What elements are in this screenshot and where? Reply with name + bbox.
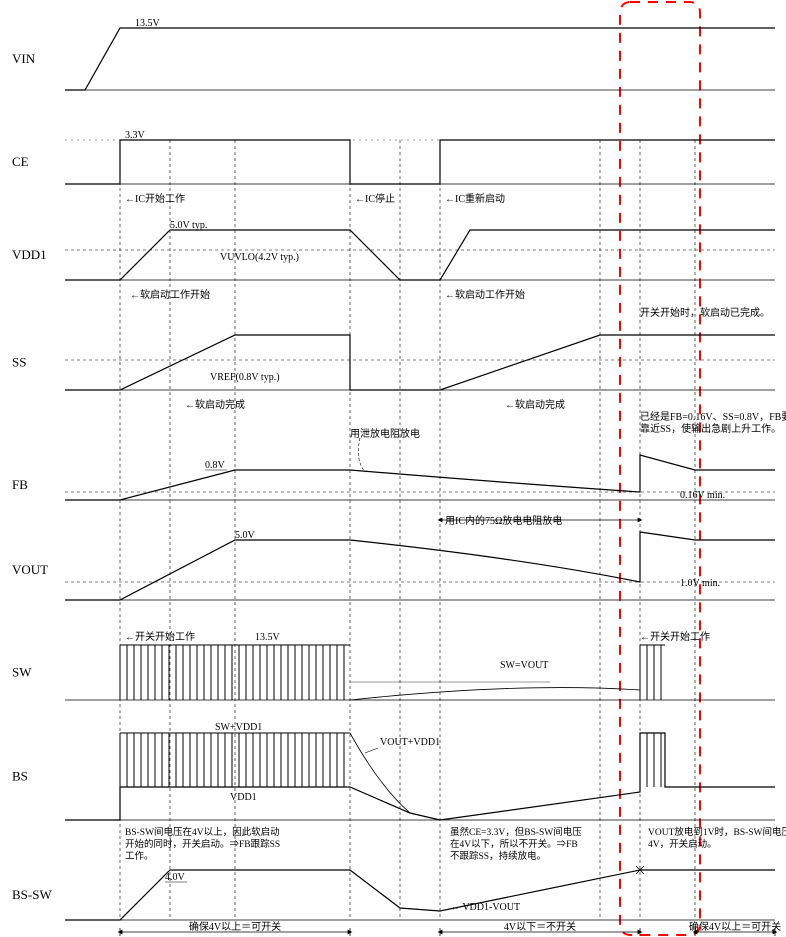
- annotation: ←开关开始工作: [640, 630, 710, 643]
- signal-label-SS: SS: [12, 355, 26, 370]
- signal-label-VDD1: VDD1: [12, 247, 47, 262]
- annotation: 0.16V min.: [680, 490, 725, 501]
- annotation: 13.5V: [255, 632, 281, 643]
- annotation: 用泄放电阻放电: [350, 427, 420, 440]
- signal-label-BS-SW: BS-SW: [12, 887, 52, 902]
- annotation: 3.3V: [125, 130, 146, 141]
- annotation: 0.8V: [205, 460, 226, 471]
- svg-text:BS-SW间电压在4V以上，因此软启动开始的同时，开关启动。: BS-SW间电压在4V以上，因此软启动开始的同时，开关启动。⇒FB跟踪SS工作。: [125, 826, 280, 862]
- svg-text:4V以下＝不开关: 4V以下＝不开关: [504, 920, 576, 933]
- svg-text:虽然CE=3.3V，但BS-SW间电压在4V以下，所以不开关: 虽然CE=3.3V，但BS-SW间电压在4V以下，所以不开关。⇒FB不跟踪SS，…: [450, 826, 582, 862]
- timing-diagram: VIN 13.5V CE 3.3V ←IC开始工作 ←IC停止 ←IC重新启动 VDD1 5.0…: [0, 0, 786, 937]
- annotation: ←软启动工作开始: [445, 288, 525, 301]
- svg-text:VOUT放电到1V时，BS-SW间电压为4V，开关启动。: VOUT放电到1V时，BS-SW间电压为4V，开关启动。: [648, 826, 786, 850]
- annotation: VDD1: [230, 792, 257, 803]
- annotation: 13.5V: [135, 18, 161, 29]
- annotation: 开关开始时，软启动已完成。: [640, 306, 770, 319]
- annotation: VREF(0.8V typ.): [210, 372, 280, 383]
- annotation: ←开关开始工作: [125, 630, 195, 643]
- annotation: ← VDD1-VOUT: [450, 902, 520, 913]
- annotation: VOUT+VDD1: [380, 737, 440, 748]
- annotation: SW=VOUT: [500, 660, 548, 671]
- annotation: ←软启动完成: [185, 398, 245, 411]
- annotation: VUVLO(4.2V typ.): [220, 252, 299, 263]
- svg-text:确保4V以上＝可开关: 确保4V以上＝可开关: [189, 920, 281, 933]
- annotation: ←软启动工作开始: [130, 288, 210, 301]
- annotation: 5.0V: [235, 530, 256, 541]
- annotation: ←软启动完成: [505, 398, 565, 411]
- signal-label-VIN: VIN: [12, 51, 36, 66]
- annotation: ←IC开始工作: [125, 192, 185, 205]
- signal-label-CE: CE: [12, 154, 29, 169]
- annotation: ←IC重新启动: [445, 192, 505, 205]
- signal-label-FB: FB: [12, 477, 28, 492]
- signal-label-VOUT: VOUT: [12, 562, 48, 577]
- svg-text:确保4V以上＝可开关: 确保4V以上＝可开关: [689, 920, 781, 933]
- annotation: SW+VDD1: [215, 722, 262, 733]
- annotation: 1.0V min.: [680, 578, 720, 589]
- signal-label-SW: SW: [12, 665, 32, 680]
- annotation: ←IC停止: [355, 192, 395, 205]
- annotation: 4.0V: [165, 872, 186, 883]
- signal-label-BS: BS: [12, 769, 28, 784]
- annotation: 用IC内的75Ω放电电阻放电: [445, 514, 562, 527]
- annotation: 已经是FB=0.16V、SS=0.8V，FB要靠近SS，使输出急剧上升工作。: [640, 410, 786, 435]
- annotation: 5.0V typ.: [170, 220, 207, 231]
